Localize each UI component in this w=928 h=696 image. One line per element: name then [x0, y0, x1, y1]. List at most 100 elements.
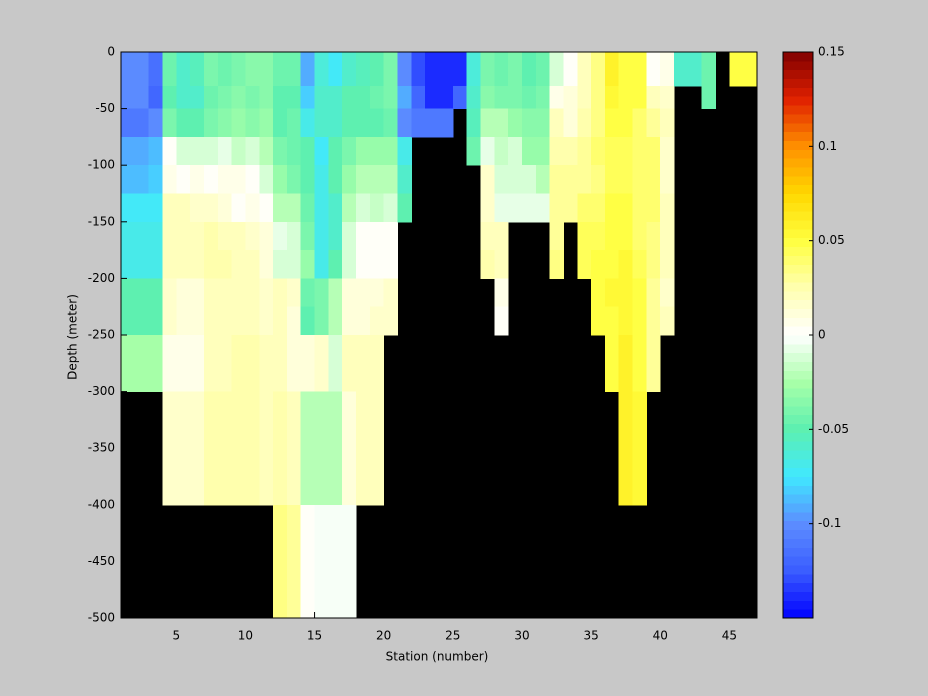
colorbar-swatch — [783, 78, 813, 88]
cell — [273, 306, 288, 336]
cell — [286, 136, 302, 166]
colorbar-tick-label: -0.1 — [818, 516, 841, 530]
colorbar-swatch — [783, 503, 813, 513]
cell — [591, 165, 606, 194]
cell — [176, 108, 191, 138]
cell — [328, 391, 343, 506]
cell — [466, 108, 481, 138]
cell — [217, 52, 233, 87]
cell — [148, 165, 163, 194]
cell — [217, 85, 233, 110]
colorbar-swatch — [783, 379, 813, 389]
y-tick-label: -300 — [88, 384, 115, 398]
cell — [203, 165, 219, 194]
cell — [618, 391, 634, 506]
cell — [342, 165, 357, 194]
cell — [134, 108, 150, 138]
x-tick-label: 10 — [238, 629, 253, 643]
cell — [314, 504, 329, 619]
cell — [121, 165, 136, 194]
cell — [231, 221, 246, 251]
x-tick-label: 30 — [514, 629, 529, 643]
cell — [203, 221, 219, 251]
cell — [203, 108, 219, 138]
cell — [300, 391, 316, 506]
colorbar-swatch — [783, 326, 813, 336]
cell — [134, 221, 150, 251]
cell — [604, 193, 620, 223]
cell — [314, 108, 329, 138]
cell — [604, 278, 620, 308]
colorbar-swatch — [783, 60, 813, 71]
cell — [203, 306, 219, 336]
cell — [286, 250, 302, 279]
cell — [162, 108, 177, 138]
cell — [604, 108, 620, 138]
y-tick-label: -100 — [88, 158, 115, 172]
cell — [300, 335, 316, 393]
cell — [300, 504, 316, 619]
cell — [356, 335, 371, 393]
cell — [549, 136, 564, 166]
colorbar-swatch — [783, 335, 813, 345]
cell — [494, 108, 509, 138]
cell — [286, 221, 302, 251]
cell — [383, 165, 399, 194]
cell — [148, 278, 163, 308]
cell — [480, 108, 495, 138]
x-axis-label: Station (number) — [386, 650, 489, 664]
colorbar-swatch — [783, 556, 813, 566]
colorbar-tick-label: -0.05 — [818, 422, 849, 436]
cell — [660, 52, 675, 87]
colorbar-swatch — [783, 202, 813, 212]
cell — [369, 278, 385, 308]
cell — [356, 391, 371, 506]
cell — [314, 306, 329, 336]
colorbar-swatch — [783, 361, 813, 371]
cell — [203, 193, 219, 223]
cell — [646, 85, 661, 110]
y-tick-label: -350 — [88, 441, 115, 455]
cell — [535, 85, 551, 110]
cell — [231, 165, 246, 194]
cell — [259, 85, 274, 110]
cell — [604, 52, 620, 87]
cell — [342, 391, 357, 506]
cell — [604, 136, 620, 166]
cell — [286, 278, 302, 308]
cell — [134, 250, 150, 279]
colorbar-swatch — [783, 193, 813, 203]
cell — [231, 52, 246, 87]
cell — [300, 85, 316, 110]
cell — [162, 278, 177, 308]
cell — [521, 85, 537, 110]
cell — [369, 250, 385, 279]
cell — [369, 193, 385, 223]
cell — [231, 136, 246, 166]
cell — [342, 108, 357, 138]
colorbar-swatch — [783, 538, 813, 548]
colorbar-swatch — [783, 476, 813, 486]
cell — [328, 193, 343, 223]
x-tick-label: 25 — [445, 629, 460, 643]
cell — [259, 250, 274, 279]
colorbar-swatch — [783, 246, 813, 256]
cell — [383, 221, 399, 251]
cell — [383, 136, 399, 166]
cell — [190, 306, 205, 336]
cell — [618, 221, 634, 251]
cell — [480, 136, 495, 166]
cell — [632, 221, 647, 251]
colorbar-swatch — [783, 494, 813, 504]
cell — [549, 193, 564, 223]
cell — [245, 193, 260, 223]
cell — [577, 52, 592, 87]
cell — [646, 165, 661, 194]
cell — [162, 250, 177, 279]
cell — [342, 504, 357, 619]
cell — [190, 193, 205, 223]
cell — [121, 306, 136, 336]
cell — [217, 193, 233, 223]
cell — [356, 306, 371, 336]
cell — [369, 136, 385, 166]
